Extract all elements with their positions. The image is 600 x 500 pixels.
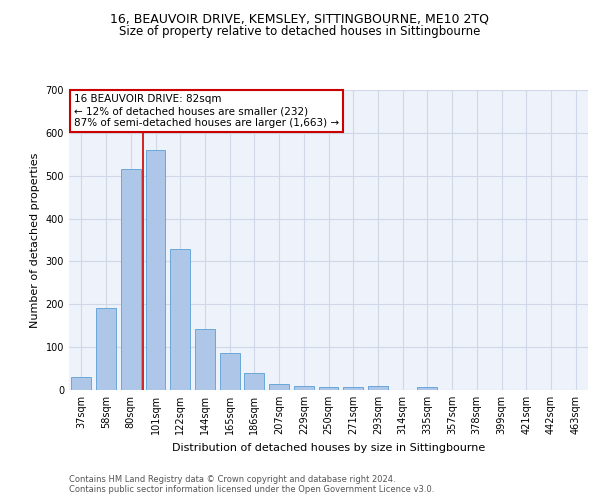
Y-axis label: Number of detached properties: Number of detached properties xyxy=(30,152,40,328)
Bar xyxy=(244,373,264,390)
Bar xyxy=(220,353,239,390)
Text: Contains HM Land Registry data © Crown copyright and database right 2024.: Contains HM Land Registry data © Crown c… xyxy=(69,475,395,484)
Bar xyxy=(418,387,437,390)
Bar xyxy=(146,150,166,390)
Text: 16, BEAUVOIR DRIVE, KEMSLEY, SITTINGBOURNE, ME10 2TQ: 16, BEAUVOIR DRIVE, KEMSLEY, SITTINGBOUR… xyxy=(110,12,490,26)
X-axis label: Distribution of detached houses by size in Sittingbourne: Distribution of detached houses by size … xyxy=(172,442,485,452)
Bar xyxy=(294,386,314,390)
Bar xyxy=(195,328,215,390)
Text: 16 BEAUVOIR DRIVE: 82sqm
← 12% of detached houses are smaller (232)
87% of semi-: 16 BEAUVOIR DRIVE: 82sqm ← 12% of detach… xyxy=(74,94,340,128)
Bar xyxy=(319,386,338,390)
Bar xyxy=(343,386,363,390)
Bar xyxy=(269,384,289,390)
Text: Contains public sector information licensed under the Open Government Licence v3: Contains public sector information licen… xyxy=(69,485,434,494)
Text: Size of property relative to detached houses in Sittingbourne: Size of property relative to detached ho… xyxy=(119,25,481,38)
Bar xyxy=(121,170,140,390)
Bar xyxy=(71,377,91,390)
Bar xyxy=(170,250,190,390)
Bar xyxy=(368,386,388,390)
Bar xyxy=(96,308,116,390)
